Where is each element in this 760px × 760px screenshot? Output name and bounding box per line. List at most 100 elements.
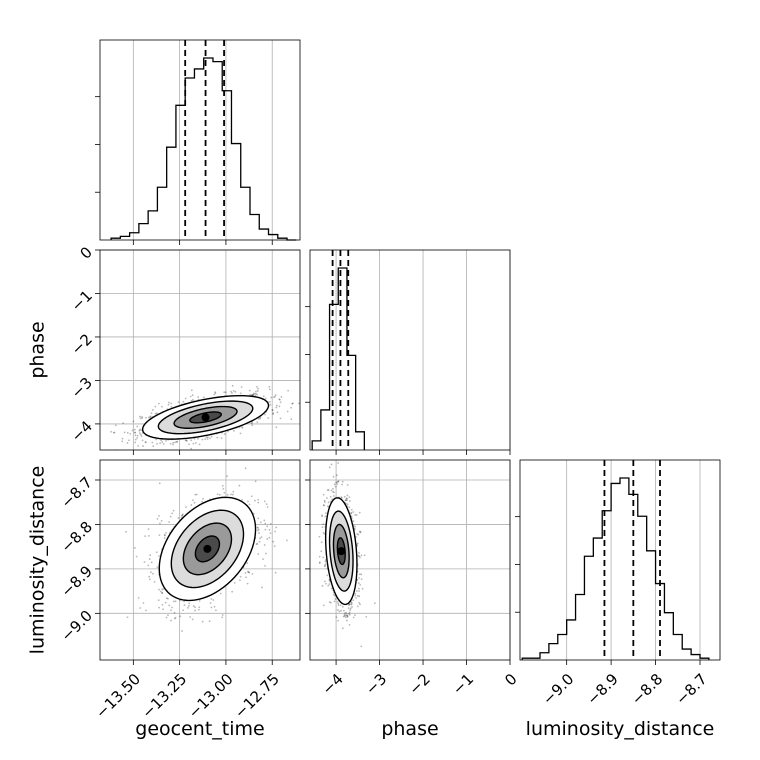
sample-point: [269, 532, 272, 535]
sample-point: [190, 399, 193, 402]
sample-point: [213, 393, 216, 396]
sample-point: [252, 393, 254, 396]
sample-point: [150, 412, 153, 415]
sample-point: [337, 609, 339, 611]
sample-point: [140, 429, 143, 432]
y-axis-label-luminosity_distance: luminosity_distance: [27, 466, 49, 655]
sample-point: [329, 495, 332, 498]
sample-point: [156, 443, 158, 445]
sample-point: [358, 587, 360, 590]
sample-point: [190, 504, 193, 506]
sample-point: [144, 416, 147, 419]
sample-point: [352, 599, 355, 602]
sample-point: [354, 614, 356, 617]
sample-point: [278, 405, 281, 408]
sample-point: [335, 616, 338, 618]
sample-point: [359, 603, 361, 606]
sample-point: [344, 614, 347, 617]
sample-point: [327, 584, 330, 587]
sample-point: [164, 534, 166, 537]
sample-point: [189, 395, 192, 398]
sample-point: [163, 537, 166, 540]
sample-point: [336, 483, 339, 485]
sample-point: [256, 542, 259, 545]
sample-point: [272, 540, 275, 543]
sample-point: [138, 415, 141, 418]
sample-point: [264, 552, 267, 555]
sample-point: [164, 601, 167, 604]
sample-point: [156, 412, 158, 415]
sample-point: [298, 402, 300, 405]
sample-point: [167, 403, 170, 406]
sample-point: [182, 513, 184, 516]
sample-point: [263, 544, 266, 546]
sample-point: [144, 441, 147, 444]
sample-point: [356, 544, 359, 547]
sample-point: [355, 590, 358, 592]
panel-phase-vs-luminosity_distance: −4 −3 −2 −1 0: [305, 459, 521, 698]
sample-point: [270, 396, 273, 399]
sample-point: [260, 521, 262, 524]
sample-point: [185, 506, 187, 509]
sample-point: [259, 417, 261, 420]
sample-point: [241, 426, 244, 429]
x-tick-label: −8.9: [583, 670, 621, 708]
sample-point: [358, 602, 361, 604]
sample-point: [348, 613, 351, 616]
sample-point: [329, 601, 332, 604]
sample-point: [133, 428, 136, 431]
sample-point: [198, 606, 201, 609]
sample-point: [347, 612, 350, 615]
sample-point: [275, 526, 278, 529]
sample-point: [238, 484, 241, 487]
sample-point: [201, 438, 204, 441]
sample-point: [352, 511, 355, 513]
sample-point: [322, 504, 325, 507]
sample-point: [332, 490, 334, 493]
sample-point: [169, 442, 172, 445]
sample-point: [341, 627, 344, 630]
sample-point: [170, 402, 173, 405]
sample-point: [244, 571, 247, 574]
sample-point: [158, 555, 160, 557]
sample-point: [358, 595, 361, 598]
sample-point: [162, 450, 164, 452]
sample-point: [257, 517, 260, 520]
sample-point: [142, 445, 144, 447]
sample-point: [198, 599, 201, 602]
sample-point: [334, 485, 337, 488]
sample-point: [126, 442, 129, 444]
sample-point: [177, 401, 180, 404]
sample-point: [327, 489, 330, 491]
sample-point: [189, 616, 192, 618]
sample-point: [134, 434, 137, 437]
sample-point: [171, 512, 174, 515]
sample-point: [156, 566, 159, 569]
sample-point: [323, 533, 326, 535]
sample-point: [252, 392, 255, 395]
sample-point: [154, 412, 157, 415]
sample-point: [148, 558, 151, 560]
x-tick-label: −8.7: [672, 670, 710, 708]
sample-point: [231, 384, 234, 387]
sample-point: [158, 482, 161, 485]
sample-point: [342, 615, 345, 618]
sample-point: [346, 615, 349, 617]
sample-point: [161, 603, 164, 606]
sample-point: [257, 528, 260, 531]
sample-point: [345, 497, 348, 500]
sample-point: [357, 555, 360, 557]
sample-point: [346, 503, 349, 506]
sample-point: [359, 556, 361, 559]
sample-point: [326, 489, 329, 491]
sample-point: [202, 497, 204, 500]
sample-point: [231, 392, 233, 394]
sample-point: [337, 480, 340, 483]
sample-point: [194, 493, 197, 496]
sample-point: [320, 541, 323, 544]
sample-point: [218, 493, 221, 496]
sample-point: [257, 527, 259, 529]
sample-point: [221, 616, 224, 619]
sample-point: [333, 491, 335, 494]
sample-point: [344, 499, 347, 502]
